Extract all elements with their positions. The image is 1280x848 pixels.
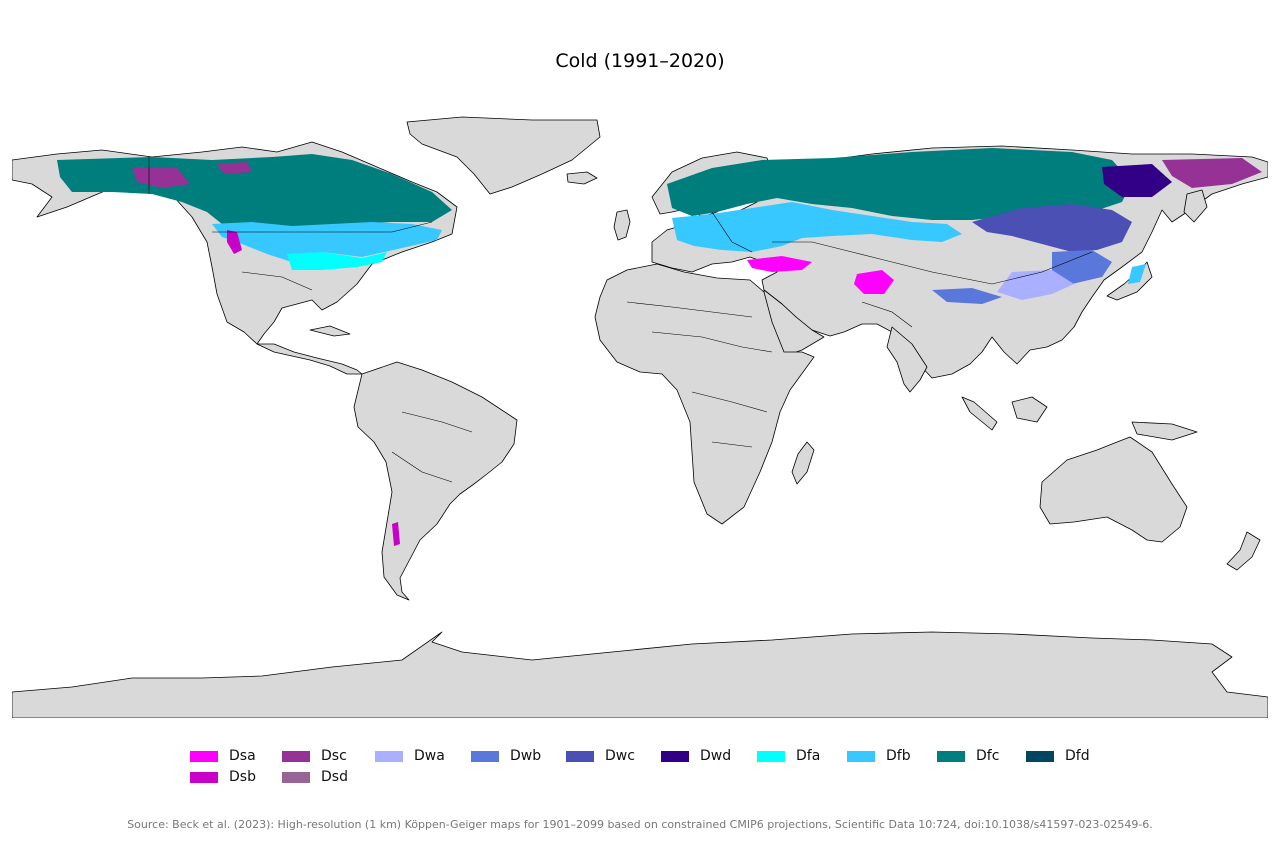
land-antarctica [12,631,1268,718]
legend-swatch [190,771,218,783]
legend-swatch [1026,750,1054,762]
legend-swatch [282,771,310,783]
map-title: Cold (1991–2020) [555,50,725,72]
legend-item-dsd: Dsd [282,769,348,785]
land-africa [594,263,815,525]
zone-dsa-iran [854,270,894,294]
land-indonesia-sumatra [961,396,998,431]
zone-dsc-chukotka [1162,158,1262,188]
zone-dwd-siberia [1102,164,1172,197]
land-uk [613,209,631,241]
zone-dsa-turkey [747,256,812,272]
zone-dwb-tibet [932,288,1002,304]
legend-label: Dwc [605,748,635,764]
legend-swatch [566,750,594,762]
legend-swatch [282,750,310,762]
land-new-zealand [1226,531,1261,571]
legend-item-dsb: Dsb [190,769,256,785]
legend-label: Dfa [796,748,821,764]
country-borders [148,157,1093,483]
legend-label: Dsc [321,748,347,764]
legend-item-dfa: Dfa [757,748,820,764]
legend-label: Dwa [414,748,445,764]
legend-item-dfc: Dfc [937,748,999,764]
zone-dwb-china [1052,250,1112,284]
legend-item-dfd: Dfd [1026,748,1090,764]
land-indonesia-borneo [1011,396,1048,423]
zone-dwc-siberia [972,204,1132,252]
legend-label: Dfd [1065,748,1090,764]
legend-label: Dwd [700,748,732,764]
land-iceland [566,171,598,185]
legend-swatch [847,750,875,762]
zone-dfc-eurasia [667,148,1132,220]
legend-label: Dwb [510,748,542,764]
legend-swatch [471,750,499,762]
land-kamchatka [1183,189,1208,223]
source-note: Source: Beck et al. (2023): High-resolut… [127,818,1153,831]
legend-item-dwd: Dwd [661,748,731,764]
legend-label: Dsa [229,748,256,764]
legend-item-dwb: Dwb [471,748,541,764]
legend-item-dfb: Dfb [847,748,911,764]
legend-label: Dfc [976,748,1000,764]
legend-item-dsa: Dsa [190,748,256,764]
legend-label: Dsd [321,769,348,785]
zone-dfb-japan [1128,264,1146,284]
legend-label: Dsb [229,769,256,785]
land-madagascar [791,441,815,485]
zone-dwa-china [997,270,1074,300]
legend-swatch [375,750,403,762]
land-greenland [406,116,601,195]
legend-label: Dfb [886,748,911,764]
zone-dsb-rockies [227,230,242,254]
land-australia [1039,436,1188,543]
land-new-guinea [1131,421,1198,441]
zone-dsc-alaska [132,167,190,188]
legend-item-dwa: Dwa [375,748,445,764]
zone-dsc-yukon [217,162,252,174]
legend: Dsa Dsb Dsc Dsd Dwa Dwb Dwc Dwd Dfa Dfb Dfc Dfd [190,748,1110,788]
legend-item-dsc: Dsc [282,748,347,764]
land-india [886,326,928,393]
legend-swatch [661,750,689,762]
zone-dfb-europe [672,202,962,252]
world-map [12,112,1268,718]
legend-swatch [190,750,218,762]
zone-dfa-north-america [287,252,387,270]
land-cuba [309,325,351,337]
legend-item-dwc: Dwc [566,748,635,764]
legend-swatch [757,750,785,762]
zone-dsb-andes [392,522,400,546]
legend-swatch [937,750,965,762]
